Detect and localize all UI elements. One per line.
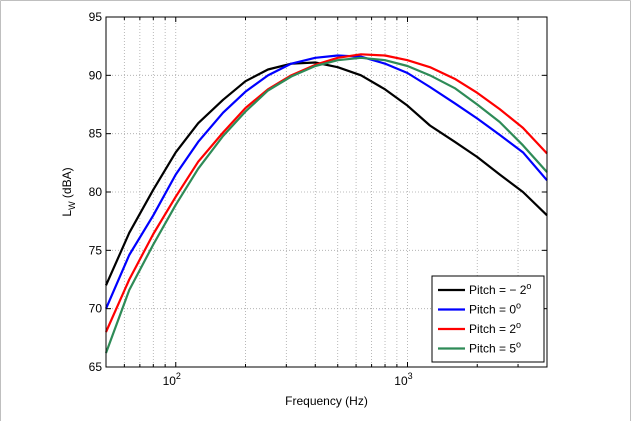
legend-label-4: Pitch = 5o — [469, 340, 521, 356]
y-tick-label: 75 — [89, 243, 103, 257]
x-tick-label: 103 — [394, 371, 412, 388]
x-tick-label-exp: 2 — [176, 371, 181, 381]
y-tick-label: 65 — [89, 360, 103, 374]
x-tick-label-base: 10 — [394, 374, 408, 388]
y-tick-label: 70 — [89, 302, 103, 316]
series-group — [104, 53, 548, 354]
ticks — [106, 16, 547, 368]
y-axis-label: LW (dBA) — [60, 167, 77, 216]
series-line-2 — [104, 54, 548, 310]
series-line-3 — [104, 53, 548, 333]
series-line-1 — [104, 61, 548, 286]
y-axis-label-sub: W — [67, 201, 77, 210]
legend-label-degree: o — [526, 281, 531, 291]
legend-label-2: Pitch = 0o — [469, 301, 521, 317]
legend-label-text: Pitch = 2 — [469, 322, 516, 336]
legend-label-degree: o — [516, 340, 521, 350]
legend-label-3: Pitch = 2o — [469, 320, 521, 336]
legend-label-degree: o — [516, 301, 521, 311]
legend-label-1: Pitch = − 2o — [469, 281, 531, 297]
y-axis-label-base: L — [60, 210, 74, 217]
legend-label-text: Pitch = − 2 — [469, 283, 527, 297]
legend-label-degree: o — [516, 320, 521, 330]
y-tick-label: 80 — [89, 185, 103, 199]
series-line-4 — [104, 56, 548, 354]
y-tick-label: 95 — [89, 10, 103, 24]
x-tick-label-base: 10 — [163, 374, 177, 388]
y-tick-label: 85 — [89, 127, 103, 141]
x-tick-label-exp: 3 — [408, 371, 413, 381]
y-axis-label-rest: (dBA) — [60, 167, 74, 201]
legend-label-text: Pitch = 5 — [469, 342, 516, 356]
x-tick-label: 102 — [163, 371, 181, 388]
y-tick-label: 90 — [89, 68, 103, 82]
legend-label-text: Pitch = 0 — [469, 303, 516, 317]
x-axis-label: Frequency (Hz) — [285, 394, 368, 408]
